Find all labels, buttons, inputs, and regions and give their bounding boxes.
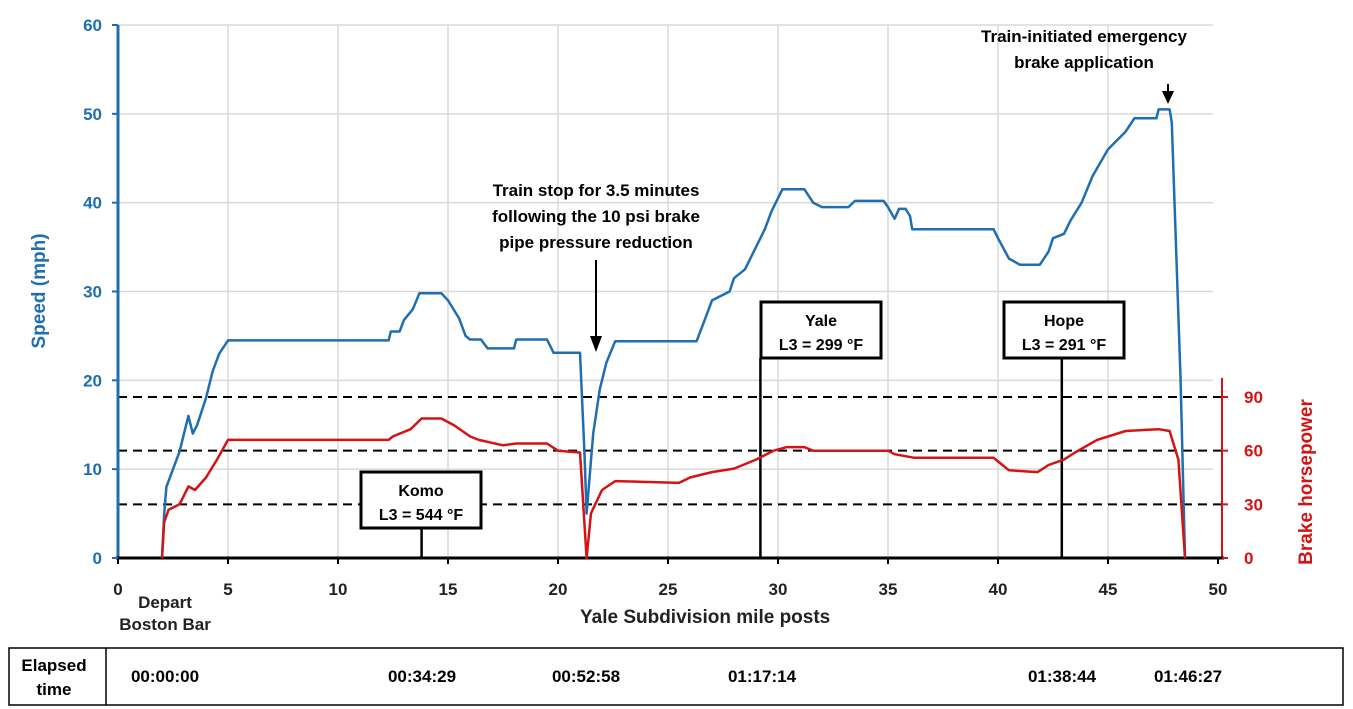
depart-label-line1: Depart [138,593,192,612]
elapsed-time-value: 01:17:14 [728,667,797,686]
y2-tick-label: 0 [1244,549,1253,568]
location-name: Hope [1044,313,1084,330]
location-name: Komo [398,483,444,500]
y2-tick-label: 30 [1244,495,1263,514]
annotation-train-stop-text: Train stop for 3.5 minutes [493,181,700,200]
elapsed-time-value: 00:52:58 [552,667,620,686]
location-temp: L3 = 544 °F [379,507,463,524]
x-tick-label: 10 [329,580,348,599]
location-box-hope [1002,300,1126,360]
depart-label-line2: Boston Bar [119,615,211,634]
x-tick-label: 5 [223,580,232,599]
x-tick-label: 15 [439,580,458,599]
y-axis-title: Speed (mph) [29,233,50,348]
y-tick-label: 60 [83,16,102,35]
arrow-down-icon [1162,91,1174,104]
x-tick-label: 35 [879,580,898,599]
annotation-emergency-text: Train-initiated emergency [981,27,1187,46]
speed-line [160,108,1187,559]
y2-tick-label: 60 [1244,442,1263,461]
x-tick-label: 30 [769,580,788,599]
x-tick-label: 20 [549,580,568,599]
y-tick-label: 20 [83,371,102,390]
elapsed-time-table [8,647,1344,706]
x-tick-label: 45 [1099,580,1118,599]
annotation-train-stop-text: pipe pressure reduction [499,233,693,252]
y2-tick-label: 90 [1244,388,1263,407]
elapsed-label-line2: time [37,680,72,699]
location-box-yale [759,300,883,360]
y-tick-label: 0 [93,549,102,568]
y-tick-label: 30 [83,283,102,302]
y-tick-label: 50 [83,105,102,124]
location-temp: L3 = 299 °F [779,337,863,354]
elapsed-label-line1: Elapsed [21,656,86,675]
elapsed-time-value: 00:34:29 [388,667,456,686]
y-tick-label: 10 [83,460,102,479]
arrow-down-icon [590,336,602,352]
brake-horsepower-line [160,417,1187,560]
elapsed-time-value: 00:00:00 [131,667,199,686]
x-tick-label: 25 [659,580,678,599]
location-temp: L3 = 291 °F [1022,337,1106,354]
x-tick-label: 50 [1209,580,1228,599]
location-name: Yale [805,313,837,330]
annotation-emergency-text: brake application [1014,53,1154,72]
location-box-komo [359,470,483,530]
annotation-train-stop-text: following the 10 psi brake [492,207,700,226]
y2-axis-title: Brake horsepower [1296,399,1317,565]
x-axis-title: Yale Subdivision mile posts [580,607,830,628]
elapsed-time-value: 01:46:27 [1154,667,1222,686]
y-tick-label: 40 [83,194,102,213]
x-tick-label: 40 [989,580,1008,599]
elapsed-time-value: 01:38:44 [1028,667,1097,686]
x-tick-label: 0 [113,580,122,599]
